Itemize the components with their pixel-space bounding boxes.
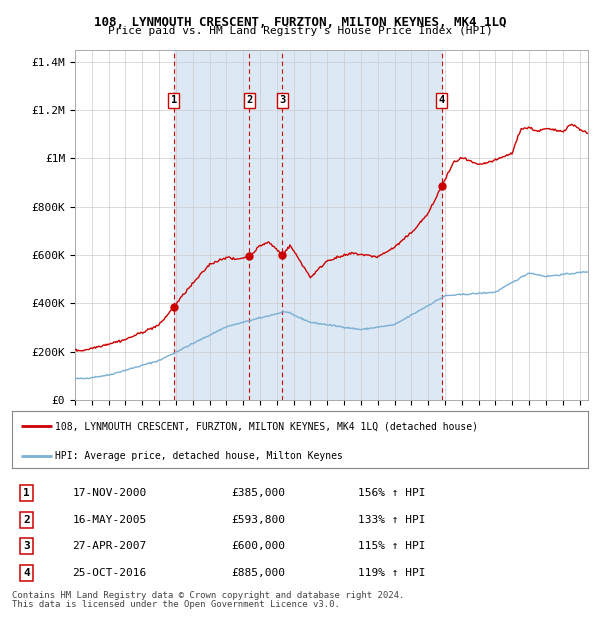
Text: 2: 2 [246, 95, 253, 105]
Text: 17-NOV-2000: 17-NOV-2000 [73, 488, 147, 498]
Text: 133% ↑ HPI: 133% ↑ HPI [358, 515, 425, 525]
Bar [174, 50, 442, 400]
Text: 1: 1 [23, 488, 30, 498]
Text: This data is licensed under the Open Government Licence v3.0.: This data is licensed under the Open Gov… [12, 600, 340, 609]
Text: 3: 3 [279, 95, 286, 105]
Text: 27-APR-2007: 27-APR-2007 [73, 541, 147, 551]
Text: HPI: Average price, detached house, Milton Keynes: HPI: Average price, detached house, Milt… [55, 451, 343, 461]
Text: 108, LYNMOUTH CRESCENT, FURZTON, MILTON KEYNES, MK4 1LQ: 108, LYNMOUTH CRESCENT, FURZTON, MILTON … [94, 16, 506, 29]
Text: 119% ↑ HPI: 119% ↑ HPI [358, 568, 425, 578]
Text: 1: 1 [171, 95, 177, 105]
Text: £385,000: £385,000 [231, 488, 285, 498]
Text: Contains HM Land Registry data © Crown copyright and database right 2024.: Contains HM Land Registry data © Crown c… [12, 590, 404, 600]
Text: 108, LYNMOUTH CRESCENT, FURZTON, MILTON KEYNES, MK4 1LQ (detached house): 108, LYNMOUTH CRESCENT, FURZTON, MILTON … [55, 422, 478, 432]
Text: £593,800: £593,800 [231, 515, 285, 525]
Text: 16-MAY-2005: 16-MAY-2005 [73, 515, 147, 525]
Text: 156% ↑ HPI: 156% ↑ HPI [358, 488, 425, 498]
Text: 115% ↑ HPI: 115% ↑ HPI [358, 541, 425, 551]
Text: 3: 3 [23, 541, 30, 551]
Text: £885,000: £885,000 [231, 568, 285, 578]
Text: Price paid vs. HM Land Registry's House Price Index (HPI): Price paid vs. HM Land Registry's House … [107, 26, 493, 36]
Text: 4: 4 [23, 568, 30, 578]
Text: 4: 4 [439, 95, 445, 105]
Text: £600,000: £600,000 [231, 541, 285, 551]
Text: 25-OCT-2016: 25-OCT-2016 [73, 568, 147, 578]
Text: 2: 2 [23, 515, 30, 525]
